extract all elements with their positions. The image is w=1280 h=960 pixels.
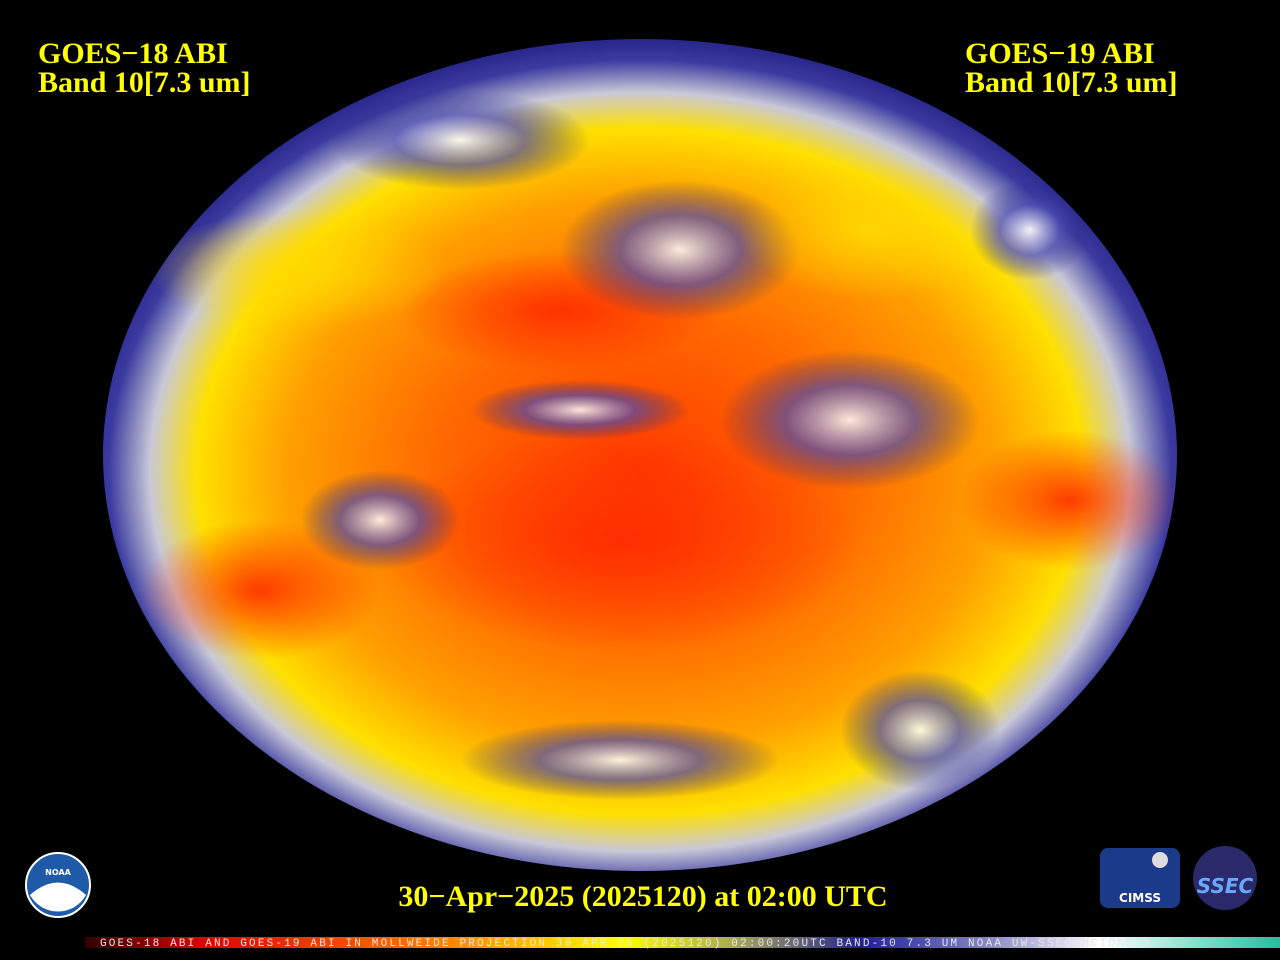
- noaa-logo: NOAA: [25, 852, 91, 918]
- ssec-disc: [1193, 846, 1257, 910]
- colorbar: [85, 937, 1280, 948]
- moist-band: [150, 210, 450, 330]
- cimss-logo: CIMSS: [1100, 848, 1180, 908]
- cloud-band: [330, 90, 590, 190]
- moist-band: [740, 160, 1000, 300]
- right-title: GOES−19 ABI: [965, 37, 1155, 70]
- cloud-band: [720, 350, 980, 490]
- storm: [840, 670, 1000, 790]
- dry-region: [960, 430, 1177, 570]
- cloud-band: [560, 180, 800, 320]
- ssec-logo: SSEC: [1193, 846, 1257, 910]
- noaa-wave: [30, 882, 86, 912]
- cloud-band: [470, 380, 690, 440]
- noaa-label: NOAA: [45, 868, 71, 877]
- right-band: Band 10[7.3 um]: [965, 66, 1178, 99]
- cloud-features: [140, 90, 1177, 800]
- dry-region: [380, 430, 860, 650]
- cimss-globe: [1152, 852, 1168, 868]
- cloud-band: [460, 720, 780, 800]
- storm: [970, 180, 1090, 280]
- timestamp: 30−Apr−2025 (2025120) at 02:00 UTC: [398, 880, 887, 913]
- left-title: GOES−18 ABI: [38, 37, 228, 70]
- dry-region: [140, 520, 380, 660]
- cloud-band: [300, 470, 460, 570]
- cimss-label: CIMSS: [1119, 891, 1161, 905]
- left-band: Band 10[7.3 um]: [38, 66, 251, 99]
- ssec-label: SSEC: [1197, 874, 1254, 898]
